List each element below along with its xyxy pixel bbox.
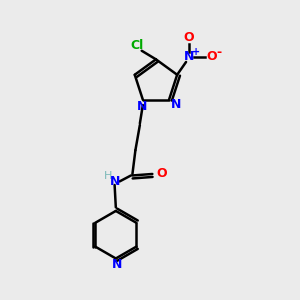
- Text: O: O: [156, 167, 166, 181]
- Text: O: O: [207, 50, 217, 63]
- Text: N: N: [110, 175, 120, 188]
- Text: H: H: [103, 171, 112, 181]
- Text: -: -: [216, 46, 221, 59]
- Text: N: N: [184, 50, 194, 63]
- Text: O: O: [184, 31, 194, 44]
- Text: Cl: Cl: [130, 39, 143, 52]
- Text: N: N: [137, 100, 147, 113]
- Text: N: N: [112, 258, 122, 271]
- Text: +: +: [191, 46, 200, 57]
- Text: N: N: [170, 98, 181, 111]
